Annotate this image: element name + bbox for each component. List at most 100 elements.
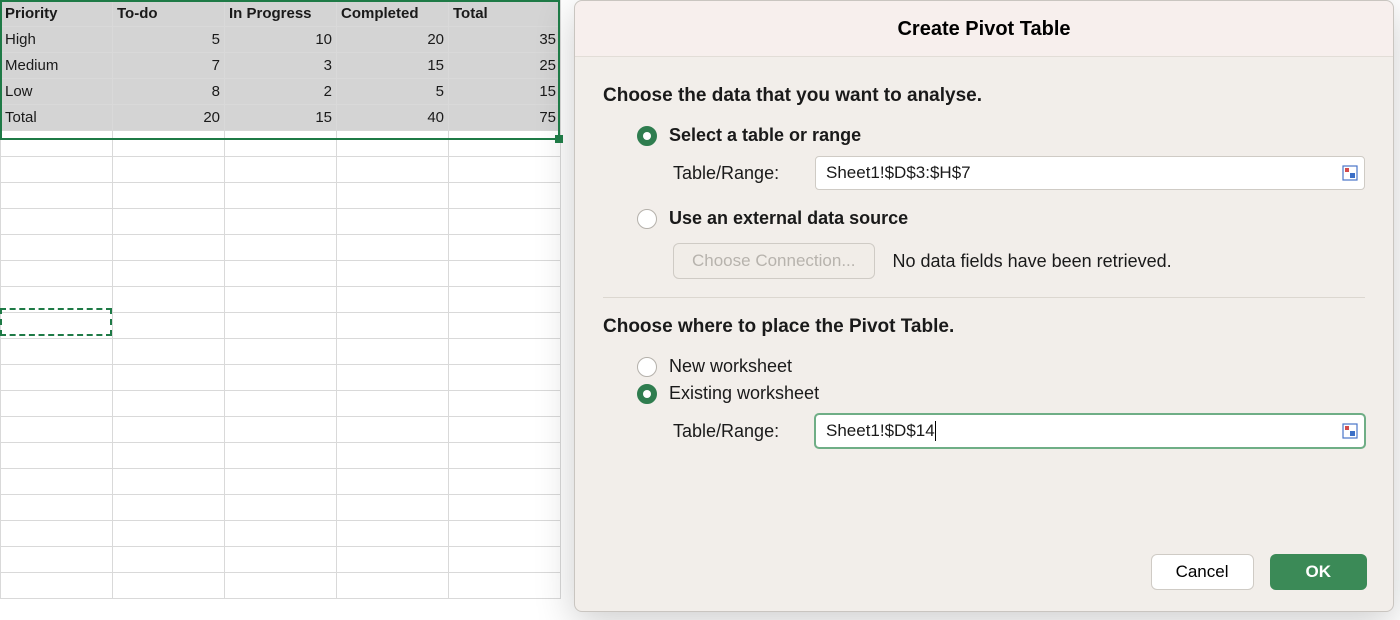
cell[interactable] — [1, 261, 113, 287]
table-range-source-input[interactable] — [815, 156, 1365, 190]
cell[interactable] — [225, 313, 337, 339]
cell[interactable] — [1, 469, 113, 495]
cell[interactable]: 7 — [113, 53, 225, 79]
cell[interactable] — [113, 313, 225, 339]
cell[interactable] — [113, 287, 225, 313]
cell[interactable] — [113, 183, 225, 209]
cell[interactable] — [337, 131, 449, 157]
cell[interactable] — [113, 261, 225, 287]
cell[interactable]: To-do — [113, 1, 225, 27]
ok-button[interactable]: OK — [1270, 554, 1368, 590]
cell[interactable] — [337, 573, 449, 599]
cell[interactable]: 15 — [449, 79, 561, 105]
cell[interactable] — [337, 365, 449, 391]
option-select-range[interactable]: Select a table or range — [637, 125, 1365, 146]
cell[interactable]: 20 — [337, 27, 449, 53]
cell[interactable] — [225, 573, 337, 599]
cell[interactable] — [449, 287, 561, 313]
cell[interactable] — [225, 131, 337, 157]
cell[interactable] — [225, 287, 337, 313]
cell[interactable] — [113, 469, 225, 495]
cell[interactable] — [449, 573, 561, 599]
cell[interactable] — [449, 235, 561, 261]
cell[interactable] — [113, 521, 225, 547]
cell[interactable]: In Progress — [225, 1, 337, 27]
cell[interactable] — [225, 469, 337, 495]
cell[interactable] — [337, 287, 449, 313]
cell[interactable] — [225, 417, 337, 443]
cell[interactable]: Priority — [1, 1, 113, 27]
cell[interactable] — [113, 209, 225, 235]
cell[interactable] — [225, 261, 337, 287]
cell[interactable] — [113, 131, 225, 157]
spreadsheet-grid[interactable]: PriorityTo-doIn ProgressCompletedTotalHi… — [0, 0, 561, 599]
option-external-source[interactable]: Use an external data source — [637, 208, 1365, 229]
cell[interactable] — [1, 521, 113, 547]
cell[interactable] — [1, 287, 113, 313]
cell[interactable] — [225, 157, 337, 183]
cell[interactable] — [449, 157, 561, 183]
table-range-dest-input[interactable]: Sheet1!$D$14 — [815, 414, 1365, 448]
radio-external-source[interactable] — [637, 209, 657, 229]
cell[interactable] — [449, 183, 561, 209]
cell[interactable]: 5 — [113, 27, 225, 53]
cell[interactable] — [449, 521, 561, 547]
cell[interactable] — [1, 391, 113, 417]
cell[interactable] — [1, 417, 113, 443]
cell[interactable] — [1, 443, 113, 469]
cell[interactable] — [1, 547, 113, 573]
cell[interactable] — [337, 313, 449, 339]
cell[interactable] — [1, 131, 113, 157]
cell[interactable] — [449, 365, 561, 391]
range-picker-icon[interactable] — [1340, 421, 1360, 441]
option-existing-worksheet[interactable]: Existing worksheet — [637, 383, 1365, 404]
cell[interactable] — [449, 209, 561, 235]
cell[interactable]: Completed — [337, 1, 449, 27]
cell[interactable]: 40 — [337, 105, 449, 131]
spreadsheet-area[interactable]: PriorityTo-doIn ProgressCompletedTotalHi… — [0, 0, 560, 620]
cell[interactable]: 25 — [449, 53, 561, 79]
cell[interactable] — [337, 235, 449, 261]
cell[interactable]: 5 — [337, 79, 449, 105]
radio-existing-worksheet[interactable] — [637, 384, 657, 404]
cell[interactable]: 35 — [449, 27, 561, 53]
cell[interactable] — [113, 339, 225, 365]
cell[interactable] — [449, 443, 561, 469]
cell[interactable] — [225, 495, 337, 521]
radio-new-worksheet[interactable] — [637, 357, 657, 377]
cell[interactable] — [337, 339, 449, 365]
cell[interactable] — [113, 547, 225, 573]
cell[interactable] — [113, 235, 225, 261]
cell[interactable] — [337, 443, 449, 469]
cell[interactable] — [225, 443, 337, 469]
cell[interactable] — [337, 469, 449, 495]
cell[interactable] — [225, 235, 337, 261]
cell[interactable]: Total — [1, 105, 113, 131]
cell[interactable] — [337, 209, 449, 235]
cell[interactable] — [1, 183, 113, 209]
radio-select-range[interactable] — [637, 126, 657, 146]
cell[interactable]: 20 — [113, 105, 225, 131]
cell[interactable]: 8 — [113, 79, 225, 105]
cell[interactable] — [449, 261, 561, 287]
cell[interactable] — [449, 547, 561, 573]
cell[interactable] — [337, 547, 449, 573]
cell[interactable] — [1, 209, 113, 235]
cell[interactable] — [225, 391, 337, 417]
cell[interactable]: Medium — [1, 53, 113, 79]
cell[interactable] — [1, 313, 113, 339]
cell[interactable] — [1, 495, 113, 521]
cell[interactable] — [337, 417, 449, 443]
cell[interactable] — [225, 365, 337, 391]
cell[interactable]: 75 — [449, 105, 561, 131]
cell[interactable] — [449, 339, 561, 365]
cell[interactable]: 3 — [225, 53, 337, 79]
cell[interactable] — [1, 573, 113, 599]
cell[interactable] — [113, 443, 225, 469]
cell[interactable] — [337, 183, 449, 209]
cell[interactable] — [337, 261, 449, 287]
cell[interactable]: Total — [449, 1, 561, 27]
cell[interactable] — [449, 469, 561, 495]
cell[interactable] — [113, 573, 225, 599]
cell[interactable]: 10 — [225, 27, 337, 53]
